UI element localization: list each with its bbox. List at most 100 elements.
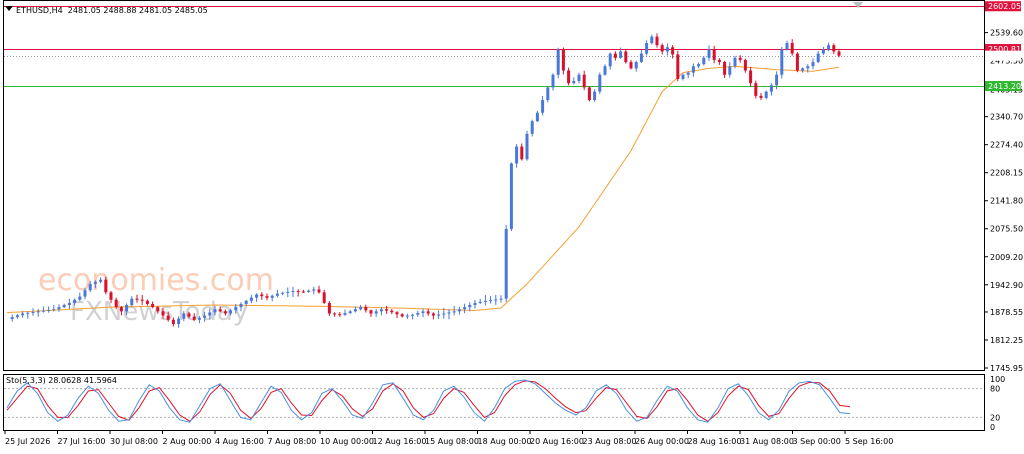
candle-up bbox=[229, 310, 233, 314]
candle-up bbox=[619, 51, 623, 58]
candle-up bbox=[10, 317, 14, 319]
candle-up bbox=[203, 315, 207, 318]
time-tick-label: 25 Jul 2026 bbox=[5, 437, 50, 446]
candle-up bbox=[343, 313, 347, 315]
candle-down bbox=[369, 310, 373, 314]
candle-up bbox=[764, 91, 768, 98]
candle-up bbox=[728, 66, 732, 75]
level-tag: 2413.20 bbox=[988, 82, 1021, 91]
candle-up bbox=[15, 315, 19, 318]
candle-down bbox=[390, 310, 394, 313]
time-tick-label: 3 Sep 00:00 bbox=[793, 437, 841, 446]
price-tick-label: 1878.55 bbox=[990, 308, 1023, 317]
candle-up bbox=[593, 91, 597, 101]
candle-up bbox=[499, 298, 503, 300]
candle-up bbox=[515, 146, 519, 164]
candle-up bbox=[255, 294, 259, 298]
candle-up bbox=[57, 307, 61, 310]
current-price-tag-bg bbox=[985, 50, 1021, 61]
candle-down bbox=[156, 307, 160, 312]
candle-down bbox=[431, 313, 435, 316]
candle-up bbox=[483, 300, 487, 302]
dropdown-arrow-icon[interactable] bbox=[5, 6, 13, 11]
candle-up bbox=[291, 291, 295, 293]
candle-down bbox=[832, 45, 836, 52]
candle-up bbox=[697, 64, 701, 67]
price-tick-label: 1942.90 bbox=[990, 281, 1023, 290]
candle-down bbox=[660, 45, 664, 52]
candle-up bbox=[411, 314, 415, 316]
ohlc-label: 2481.05 2488.88 2481.05 2485.05 bbox=[67, 6, 208, 15]
time-tick-label: 15 Aug 08:00 bbox=[425, 437, 479, 446]
candle-up bbox=[645, 43, 649, 54]
candle-down bbox=[837, 51, 841, 56]
candle-down bbox=[759, 95, 763, 98]
candle-down bbox=[676, 54, 680, 79]
candle-up bbox=[681, 74, 685, 79]
candle-up bbox=[535, 112, 539, 122]
candle-down bbox=[790, 43, 794, 54]
candle-up bbox=[41, 310, 45, 312]
candle-up bbox=[541, 100, 545, 113]
stoch-header: Sto(5,3,3) 28.0628 41.5964 bbox=[6, 376, 117, 385]
candle-up bbox=[208, 312, 212, 316]
candle-down bbox=[171, 319, 175, 325]
candle-down bbox=[119, 307, 123, 312]
candle-down bbox=[192, 316, 196, 320]
candle-up bbox=[504, 228, 508, 299]
candle-up bbox=[177, 318, 181, 325]
candle-up bbox=[530, 121, 534, 134]
candle-up bbox=[47, 309, 51, 311]
candle-up bbox=[489, 300, 493, 302]
candle-up bbox=[821, 49, 825, 54]
candle-down bbox=[400, 314, 404, 317]
stoch-level-label: 100 bbox=[990, 375, 1005, 384]
candle-up bbox=[691, 66, 695, 73]
candle-up bbox=[603, 66, 607, 75]
candle-down bbox=[385, 309, 389, 311]
candle-down bbox=[218, 309, 222, 312]
candle-up bbox=[379, 309, 383, 312]
candle-up bbox=[816, 53, 820, 63]
price-tick-label: 2208.15 bbox=[990, 169, 1023, 178]
candle-up bbox=[650, 36, 654, 44]
candle-down bbox=[161, 311, 165, 316]
candle-down bbox=[364, 307, 368, 311]
candle-up bbox=[733, 57, 737, 67]
chart-header: ETHUSD,H4 2481.05 2488.88 2481.05 2485.0… bbox=[5, 6, 208, 15]
candle-up bbox=[827, 45, 831, 50]
time-tick-label: 20 Aug 16:00 bbox=[530, 437, 584, 446]
level-tag: 2500.81 bbox=[988, 45, 1021, 54]
candle-up bbox=[21, 313, 25, 316]
candle-down bbox=[327, 302, 331, 314]
candle-up bbox=[468, 305, 472, 308]
chart-shift-marker-icon[interactable] bbox=[853, 2, 863, 8]
candle-up bbox=[405, 315, 409, 317]
candle-up bbox=[473, 302, 477, 306]
time-tick-label: 26 Aug 00:00 bbox=[635, 437, 689, 446]
candle-up bbox=[249, 297, 253, 301]
stoch-main-line bbox=[6, 379, 851, 423]
symbol-label: ETHUSD,H4 bbox=[16, 6, 63, 15]
candle-down bbox=[613, 53, 617, 58]
horizontal-lines bbox=[4, 6, 984, 87]
time-tick-label: 12 Aug 16:00 bbox=[373, 437, 427, 446]
candle-down bbox=[301, 291, 305, 293]
watermark-economies: economies.com bbox=[38, 263, 274, 298]
price-tick-label: 1745.95 bbox=[990, 364, 1023, 373]
candle-up bbox=[780, 49, 784, 75]
candle-down bbox=[624, 51, 628, 63]
candle-down bbox=[145, 300, 149, 304]
candle-up bbox=[234, 307, 238, 311]
candle-up bbox=[26, 312, 30, 314]
candle-up bbox=[88, 283, 92, 291]
candle-up bbox=[73, 299, 77, 303]
time-tick-label: 18 Aug 00:00 bbox=[478, 437, 532, 446]
candle-up bbox=[707, 49, 711, 58]
candle-up bbox=[702, 57, 706, 65]
watermark: economies.com FXNewsToday bbox=[38, 263, 274, 327]
candle-up bbox=[806, 66, 810, 69]
candle-up bbox=[307, 290, 311, 292]
time-tick-label: 28 Aug 16:00 bbox=[688, 437, 742, 446]
candle-up bbox=[639, 53, 643, 63]
